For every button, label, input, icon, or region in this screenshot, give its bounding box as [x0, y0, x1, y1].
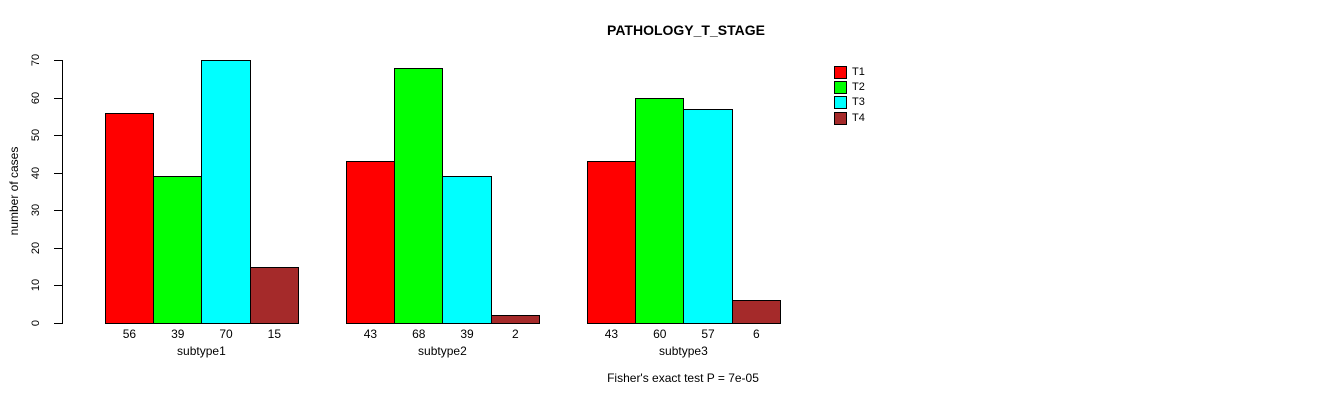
bar-value-label: 56: [122, 327, 137, 341]
bar-value-label: 43: [363, 327, 378, 341]
y-axis-tick-label: 10: [30, 279, 42, 292]
bar-value-label: 60: [653, 327, 667, 341]
y-axis-tick-label: 20: [30, 241, 42, 254]
bar-t4-subtype1: [249, 266, 299, 324]
y-axis-line: [62, 60, 63, 324]
bar-t4-subtype2: [490, 315, 540, 324]
legend-swatch-t1: [834, 66, 847, 79]
category-label-subtype2: subtype2: [418, 344, 467, 358]
legend-swatch-t4: [834, 111, 847, 125]
y-axis-tick-label: 40: [30, 166, 42, 179]
y-axis-tick: [54, 173, 62, 174]
bar-t1-subtype3: [586, 161, 637, 324]
category-label-subtype1: subtype1: [177, 344, 226, 358]
bar-t4-subtype3: [731, 300, 781, 324]
bar-t2-subtype1: [153, 176, 203, 324]
legend-label-t4: T4: [852, 111, 865, 124]
bar-value-label: 6: [753, 327, 760, 341]
bar-t1-subtype2: [345, 161, 396, 324]
legend-swatch-t2: [834, 81, 847, 95]
bar-t2-subtype3: [635, 97, 685, 324]
category-label-subtype3: subtype3: [659, 344, 708, 358]
bar-t3-subtype2: [442, 176, 492, 324]
y-axis-tick: [54, 60, 62, 61]
bar-t3-subtype3: [683, 108, 733, 324]
y-axis-tick: [54, 323, 62, 324]
bar-value-label: 39: [171, 327, 185, 341]
y-axis-tick-label: 60: [30, 91, 42, 104]
bar-t1-subtype1: [104, 112, 155, 324]
y-axis-title: number of cases: [7, 146, 21, 236]
y-axis-tick: [54, 135, 62, 136]
bar-value-label: 57: [701, 327, 715, 341]
y-axis-tick: [54, 210, 62, 211]
bar-value-label: 39: [460, 327, 474, 341]
legend-label-t2: T2: [852, 81, 865, 94]
bar-value-label: 43: [604, 327, 619, 341]
legend-label-t1: T1: [852, 66, 865, 78]
bar-value-label: 2: [512, 327, 519, 341]
y-axis-tick-label: 0: [30, 319, 42, 327]
annotation-text: Fisher's exact test P = 7e-05: [607, 371, 759, 385]
y-axis-tick: [54, 248, 62, 249]
y-axis-tick-label: 50: [30, 129, 42, 142]
bar-value-label: 15: [267, 327, 282, 341]
y-axis-tick: [54, 98, 62, 99]
bar-value-label: 68: [412, 327, 426, 341]
legend-label-t3: T3: [852, 96, 865, 109]
legend-swatch-t3: [834, 96, 847, 110]
y-axis-tick-label: 70: [30, 53, 42, 67]
bar-t2-subtype2: [394, 67, 444, 324]
y-axis-tick: [54, 285, 62, 286]
chart-title: PATHOLOGY_T_STAGE: [607, 22, 765, 38]
y-axis-tick-label: 30: [30, 204, 42, 217]
bar-value-label: 70: [219, 327, 233, 341]
bar-t3-subtype1: [201, 60, 251, 324]
